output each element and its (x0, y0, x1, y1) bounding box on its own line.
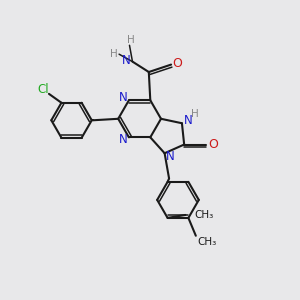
Text: N: N (119, 92, 128, 104)
Text: CH₃: CH₃ (194, 210, 214, 220)
Text: N: N (184, 114, 193, 128)
Text: N: N (122, 54, 131, 67)
Text: N: N (166, 150, 174, 163)
Text: H: H (190, 109, 198, 119)
Text: H: H (110, 49, 118, 59)
Text: CH₃: CH₃ (197, 237, 217, 247)
Text: Cl: Cl (37, 83, 49, 96)
Text: H: H (127, 35, 135, 45)
Text: O: O (208, 138, 218, 151)
Text: O: O (172, 57, 182, 70)
Text: N: N (119, 133, 128, 146)
